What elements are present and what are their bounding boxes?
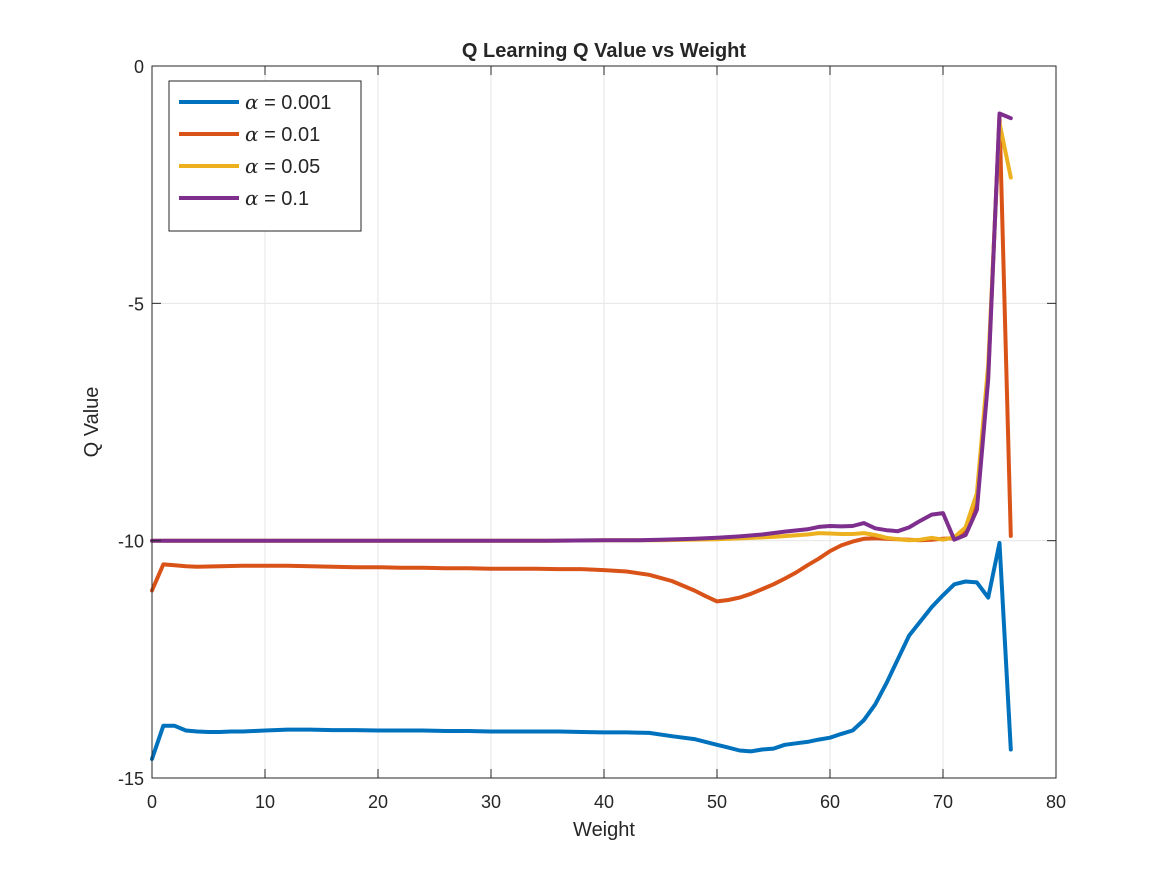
- legend-alpha-symbol: α: [245, 90, 259, 114]
- series-line-1: [150, 541, 1013, 761]
- y-tick-label: -5: [128, 294, 144, 314]
- series-line-4: [150, 111, 1013, 543]
- x-tick-label: 10: [255, 792, 275, 812]
- x-axis-label: Weight: [573, 819, 635, 841]
- legend-alpha-value: = 0.01: [259, 124, 321, 146]
- legend-alpha-value: = 0.001: [259, 92, 332, 114]
- x-tick-label: 50: [707, 792, 727, 812]
- legend-entry-label: α = 0.01: [245, 122, 320, 146]
- chart-title: Q Learning Q Value vs Weight: [462, 40, 746, 62]
- y-axis-label: Q Value: [81, 387, 103, 458]
- y-tick-label: -10: [118, 532, 144, 552]
- x-tick-label: 0: [147, 792, 157, 812]
- x-tick-label: 30: [481, 792, 501, 812]
- x-tick-label: 70: [933, 792, 953, 812]
- y-tick-label: 0: [134, 57, 144, 77]
- x-tick-label: 60: [820, 792, 840, 812]
- legend-alpha-symbol: α: [245, 122, 259, 146]
- legend-box: [168, 80, 362, 232]
- series-lines: [150, 111, 1013, 761]
- x-tick-label: 20: [368, 792, 388, 812]
- legend-entry-label: α = 0.05: [245, 154, 320, 178]
- legend-alpha-symbol: α: [245, 154, 259, 178]
- x-tick-label: 40: [594, 792, 614, 812]
- legend-alpha-value: = 0.1: [259, 188, 310, 210]
- axis-ticks: 0 10 20 30 40 50 60 70 80 0 -5 -10 -15: [118, 57, 1066, 812]
- x-tick-label: 80: [1046, 792, 1066, 812]
- legend-entry-label: α = 0.001: [245, 90, 331, 114]
- legend-entry-label: α = 0.1: [245, 186, 309, 210]
- legend-alpha-symbol: α: [245, 186, 259, 210]
- legend-alpha-value: = 0.05: [259, 156, 321, 178]
- y-tick-label: -15: [118, 769, 144, 789]
